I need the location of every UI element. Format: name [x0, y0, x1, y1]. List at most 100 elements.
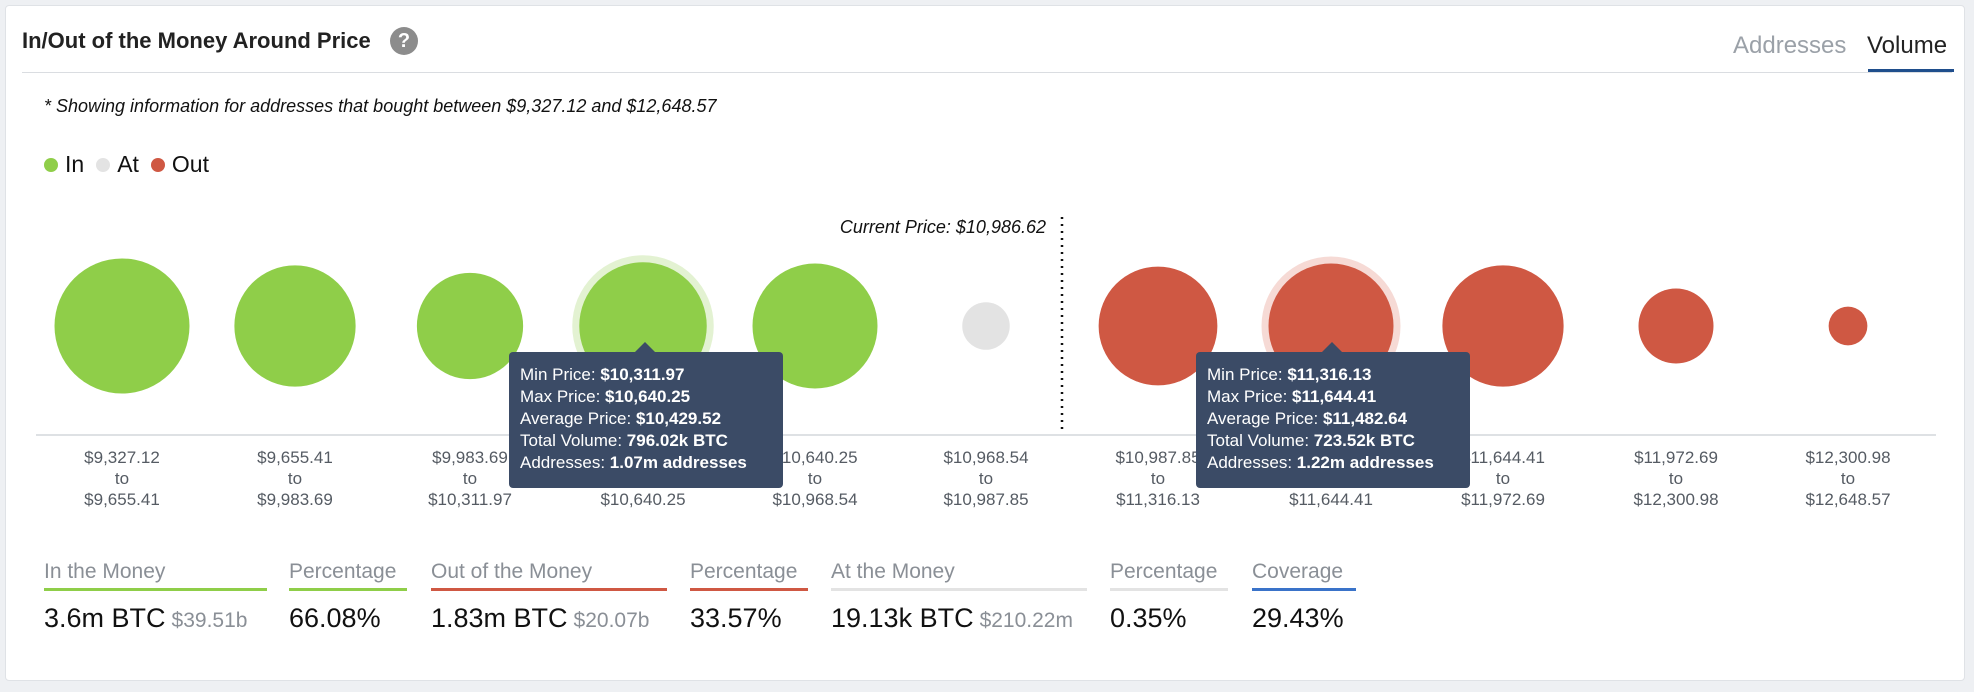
- legend-dot-out: [150, 157, 165, 172]
- current-price-label: Current Price: $10,986.62: [840, 217, 1046, 237]
- bubble-in[interactable]: [752, 263, 878, 389]
- legend-label-out: Out: [171, 151, 209, 177]
- tooltip-addr-value: 1.22m addresses: [1296, 453, 1434, 472]
- tooltip-vol-value: 723.52k BTC: [1313, 431, 1415, 450]
- stat-underline: [1110, 588, 1228, 591]
- tooltip-out-range: Min Price: $11,316.13 Max Price: $11,644…: [1196, 342, 1470, 488]
- bubble-in[interactable]: [234, 265, 356, 387]
- tick-label-to: $10,987.85: [943, 490, 1028, 509]
- stat-value: 1.83m BTC: [431, 603, 568, 633]
- tooltip-max-label: Max Price:: [1207, 387, 1288, 406]
- stat-value: 0.35%: [1110, 603, 1187, 633]
- tooltip-avg-label: Average Price:: [520, 409, 632, 428]
- tooltip-vol-label: Total Volume:: [520, 431, 623, 450]
- tooltip-addr-value: 1.07m addresses: [609, 453, 747, 472]
- card-header: In/Out of the Money Around Price ? Addre…: [6, 6, 1964, 72]
- tick-label-to: $9,655.41: [84, 490, 160, 509]
- active-tab-indicator: [1868, 69, 1954, 72]
- tick-label-to: $11,316.13: [1116, 490, 1200, 509]
- tooltip-vol-label: Total Volume:: [1207, 431, 1310, 450]
- tick-label-from: $10,987.85: [1115, 448, 1200, 467]
- stat-label: At the Money: [831, 560, 955, 583]
- tab-addresses[interactable]: Addresses: [1733, 32, 1847, 59]
- legend-item-at[interactable]: At: [96, 151, 139, 178]
- tick-label-from: $10,640.25: [772, 448, 857, 467]
- stat-label: Percentage: [690, 560, 798, 583]
- tooltip-avg-value: $11,482.64: [1322, 409, 1408, 428]
- stat-underline: [831, 588, 1087, 591]
- tooltip-max-value: $10,640.25: [605, 387, 691, 406]
- stat-value: 66.08%: [289, 603, 381, 633]
- tooltip-max-label: Max Price:: [520, 387, 601, 406]
- stat-in-percentage: Percentage 66.08%: [289, 560, 407, 634]
- stat-subvalue: $210.22m: [979, 609, 1073, 632]
- tick-label-separator: to: [979, 469, 993, 488]
- help-icon[interactable]: ?: [390, 27, 418, 55]
- stat-label: In the Money: [44, 560, 166, 583]
- bubble-chart: Current Price: $10,986.62 $9,327.12 to $9,…: [36, 217, 1936, 509]
- tick-label-to: $12,300.98: [1633, 490, 1718, 509]
- stat-in-the-money: In the Money 3.6m BTC $39.51b: [44, 560, 267, 634]
- tooltip-min-label: Min Price:: [1207, 365, 1283, 384]
- tick-label-to: $11,972.69: [1461, 490, 1545, 509]
- tick-label-from: $11,972.69: [1634, 448, 1718, 467]
- range-note: * Showing information for addresses that…: [44, 96, 717, 116]
- bubble-in[interactable]: [416, 272, 524, 380]
- bubble-at[interactable]: [962, 302, 1010, 350]
- tooltip-min-value: $10,311.97: [600, 365, 685, 384]
- header-divider: [22, 72, 1952, 73]
- tick-label-from: $9,327.12: [84, 448, 160, 467]
- stat-out-of-the-money: Out of the Money 1.83m BTC $20.07b: [431, 560, 667, 634]
- stat-label: Percentage: [1110, 560, 1218, 583]
- tick-label-separator: to: [1151, 469, 1165, 488]
- bubble-out[interactable]: [1098, 266, 1218, 386]
- tick-label-from: $12,300.98: [1805, 448, 1890, 467]
- tick-label-separator: to: [288, 469, 302, 488]
- stat-underline: [289, 588, 407, 591]
- bubble-out[interactable]: [1638, 288, 1714, 364]
- tooltip-max-value: $11,644.41: [1292, 387, 1377, 406]
- tick-label-separator: to: [115, 469, 129, 488]
- tick-label-to: $10,640.25: [600, 490, 685, 509]
- tooltip-vol-value: 796.02k BTC: [626, 431, 728, 450]
- legend-dot-at: [96, 157, 111, 172]
- tooltip-avg-label: Average Price:: [1207, 409, 1319, 428]
- tooltip-in-range: Min Price: $10,311.97 Max Price: $10,640…: [509, 342, 783, 488]
- tick-label-from: $9,655.41: [257, 448, 333, 467]
- stat-value: 29.43%: [1252, 603, 1344, 633]
- tick-label-from: $9,983.69: [432, 448, 508, 467]
- tab-volume[interactable]: Volume: [1867, 32, 1948, 59]
- stat-label: Out of the Money: [431, 560, 593, 583]
- stat-out-percentage: Percentage 33.57%: [690, 560, 808, 634]
- stat-value: 3.6m BTC: [44, 603, 166, 633]
- bubble-out[interactable]: [1442, 265, 1564, 387]
- tick-label-separator: to: [808, 469, 822, 488]
- bubble-out[interactable]: [1828, 306, 1868, 346]
- tick-label-to: $9,983.69: [257, 490, 333, 509]
- stat-value: 19.13k BTC: [831, 603, 974, 633]
- page-title: In/Out of the Money Around Price: [22, 28, 371, 53]
- tooltip-avg-value: $10,429.52: [635, 409, 722, 428]
- stat-at-the-money: At the Money 19.13k BTC $210.22m: [831, 560, 1087, 634]
- stat-underline: [690, 588, 808, 591]
- legend-label-at: At: [117, 151, 139, 177]
- tick-label-to: $10,968.54: [772, 490, 857, 509]
- legend-item-in[interactable]: In: [44, 151, 84, 178]
- bubble-in[interactable]: [54, 258, 190, 394]
- legend-dot-in: [44, 157, 58, 172]
- legend-item-out[interactable]: Out: [150, 151, 209, 178]
- stat-subvalue: $20.07b: [573, 609, 650, 632]
- tick-label-to: $12,648.57: [1805, 490, 1890, 509]
- stat-at-percentage: Percentage 0.35%: [1110, 560, 1228, 634]
- tick-label-separator: to: [1496, 469, 1510, 488]
- tick-label-from: $10,968.54: [943, 448, 1028, 467]
- tooltip-addr-label: Addresses:: [1207, 453, 1293, 472]
- tick-label-separator: to: [463, 469, 477, 488]
- tick-label-separator: to: [1669, 469, 1683, 488]
- stat-label: Coverage: [1252, 560, 1344, 583]
- tick-label-from: $11,644.41: [1461, 448, 1545, 467]
- stat-underline: [431, 588, 667, 591]
- tooltip-addr-label: Addresses:: [520, 453, 606, 472]
- tick-label-to: $11,644.41: [1289, 490, 1373, 509]
- legend-label-in: In: [65, 151, 85, 177]
